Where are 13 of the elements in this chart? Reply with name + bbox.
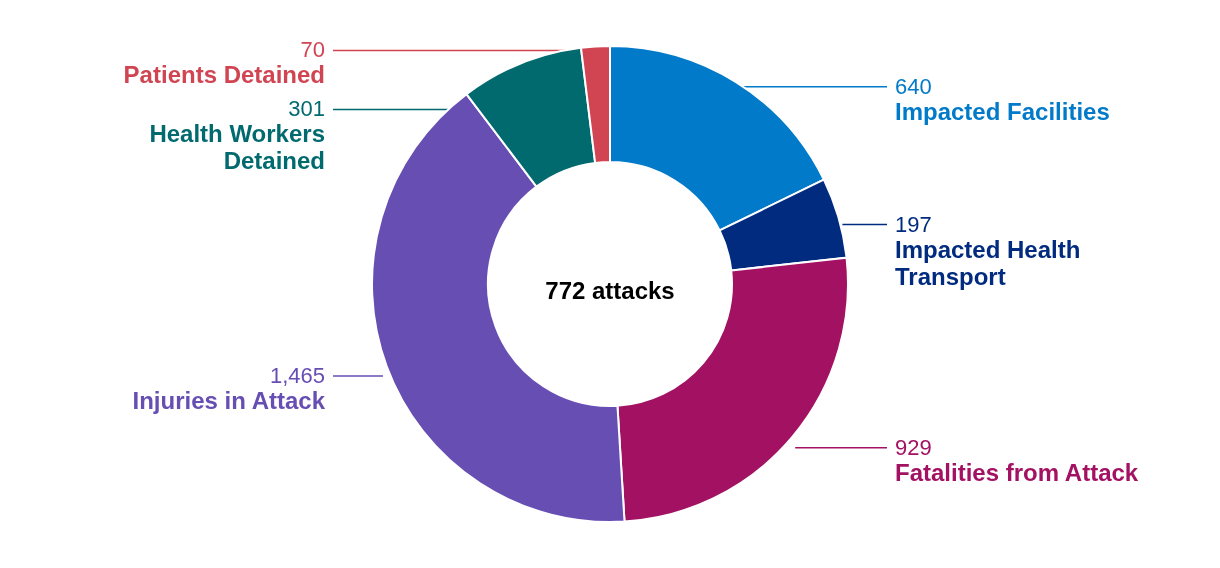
data-label: 929 bbox=[895, 434, 932, 460]
slice-label: Patients Detained bbox=[123, 61, 325, 89]
slice-label: Impacted Facilities bbox=[895, 97, 1110, 125]
data-label: 197 bbox=[895, 211, 932, 237]
slice-label: Impacted Health Transport bbox=[895, 235, 1081, 290]
data-label: 1,465 bbox=[269, 362, 325, 388]
data-label: 301 bbox=[288, 96, 325, 122]
slice-label: Health Workers Detained bbox=[149, 120, 325, 175]
slice-label: Injuries in Attack bbox=[132, 386, 326, 414]
data-label: 70 bbox=[300, 37, 325, 63]
data-label: 640 bbox=[895, 73, 932, 99]
slice-label: Fatalities from Attack bbox=[895, 458, 1139, 486]
text: 772 attacks bbox=[545, 277, 675, 304]
